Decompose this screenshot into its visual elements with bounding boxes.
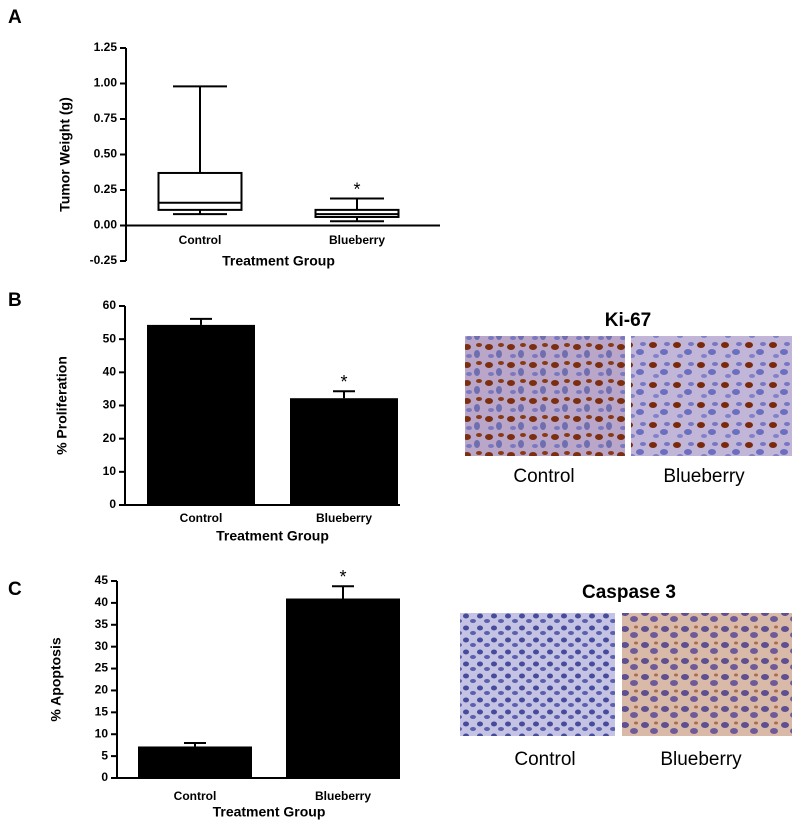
x-tick-label: Control bbox=[174, 789, 217, 803]
y-tick-label: 1.25 bbox=[94, 40, 118, 54]
micrograph bbox=[631, 336, 792, 456]
y-axis-title: Tumor Weight (g) bbox=[57, 97, 73, 212]
y-tick-label: 60 bbox=[103, 298, 117, 312]
bar bbox=[138, 746, 252, 778]
panel-label: A bbox=[8, 7, 22, 28]
x-tick-label: Control bbox=[179, 233, 222, 247]
y-tick-label: 0.75 bbox=[94, 111, 118, 125]
y-tick-label: 30 bbox=[95, 639, 109, 653]
x-axis-title: Treatment Group bbox=[222, 253, 335, 269]
x-axis-title: Treatment Group bbox=[213, 804, 326, 820]
y-tick-label: 0.00 bbox=[94, 218, 118, 232]
y-tick-label: -0.25 bbox=[90, 253, 118, 267]
y-tick-label: 10 bbox=[103, 464, 117, 478]
y-tick-label: 35 bbox=[95, 617, 109, 631]
y-tick-label: 40 bbox=[103, 365, 117, 379]
y-tick-label: 0 bbox=[101, 770, 108, 784]
box bbox=[157, 171, 243, 211]
image-title: Caspase 3 bbox=[582, 582, 676, 603]
x-tick-label: Blueberry bbox=[315, 789, 371, 803]
y-tick-label: 30 bbox=[103, 398, 117, 412]
y-tick-label: 15 bbox=[95, 705, 109, 719]
significance-mark: * bbox=[353, 179, 360, 199]
image-caption: Blueberry bbox=[663, 466, 745, 487]
y-tick-label: 25 bbox=[95, 661, 109, 675]
bar bbox=[147, 324, 255, 505]
x-tick-label: Control bbox=[180, 511, 223, 525]
micrograph bbox=[465, 336, 625, 456]
y-tick-label: 50 bbox=[103, 331, 117, 345]
y-tick-label: 20 bbox=[103, 431, 117, 445]
y-tick-label: 40 bbox=[95, 595, 109, 609]
image-title: Ki-67 bbox=[605, 310, 651, 331]
x-axis-title: Treatment Group bbox=[216, 528, 329, 544]
x-tick-label: Blueberry bbox=[316, 511, 372, 525]
y-tick-label: 0.50 bbox=[94, 147, 118, 161]
panel-label: C bbox=[8, 579, 22, 600]
significance-mark: * bbox=[339, 567, 346, 587]
x-tick-label: Blueberry bbox=[329, 233, 385, 247]
bar bbox=[290, 398, 398, 505]
y-axis-title: % Apoptosis bbox=[48, 637, 64, 721]
panel-label: B bbox=[8, 290, 22, 311]
bar bbox=[286, 598, 400, 778]
y-axis-title: % Proliferation bbox=[54, 356, 70, 455]
image-caption: Blueberry bbox=[660, 749, 742, 770]
y-tick-label: 5 bbox=[101, 748, 108, 762]
image-caption: Control bbox=[514, 749, 575, 770]
image-caption: Control bbox=[513, 466, 574, 487]
y-tick-label: 20 bbox=[95, 683, 109, 697]
y-tick-label: 10 bbox=[95, 726, 109, 740]
y-tick-label: 45 bbox=[95, 573, 109, 587]
y-tick-label: 0.25 bbox=[94, 182, 118, 196]
y-tick-label: 1.00 bbox=[94, 76, 118, 90]
significance-mark: * bbox=[340, 372, 347, 392]
y-tick-label: 0 bbox=[109, 497, 116, 511]
micrograph bbox=[622, 613, 792, 736]
micrograph bbox=[460, 613, 615, 736]
